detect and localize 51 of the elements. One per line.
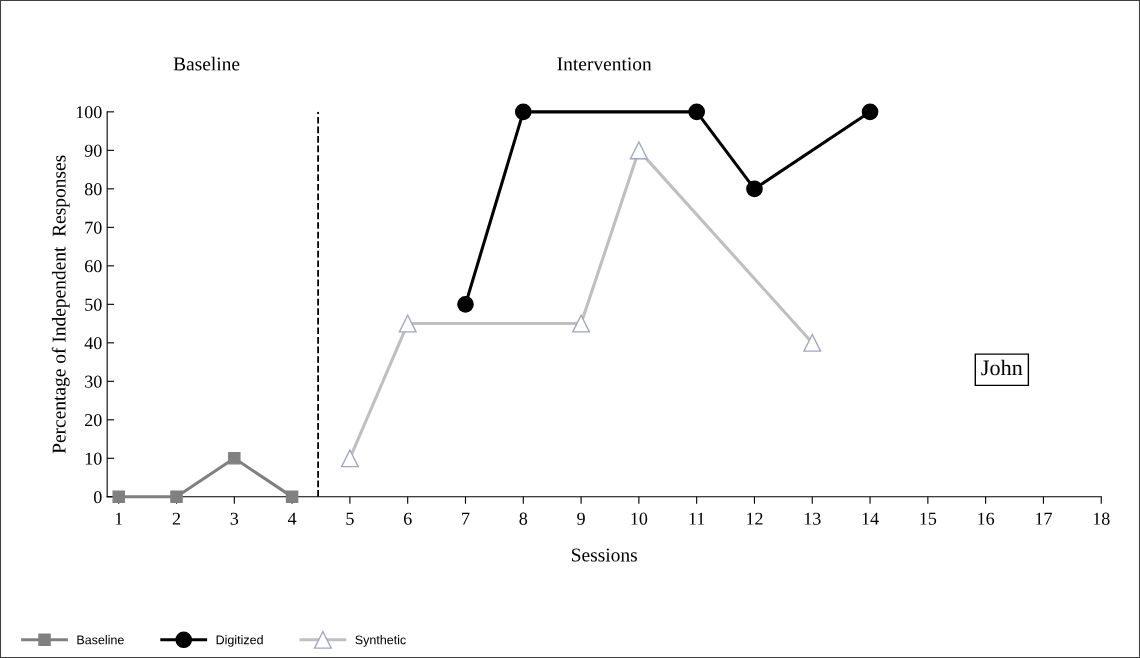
x-tick-label: 4 xyxy=(287,512,297,525)
x-tick-label: 14 xyxy=(862,512,879,525)
legend-label: Digitized xyxy=(216,635,263,647)
x-tick-label: 6 xyxy=(403,512,412,525)
point xyxy=(398,314,417,333)
point xyxy=(457,295,474,313)
x-tick-label: 10 xyxy=(631,512,648,525)
x-tick-label: 1 xyxy=(115,512,123,525)
annotation: John xyxy=(981,359,1023,376)
x-tick-label: 7 xyxy=(462,512,470,525)
point xyxy=(170,490,183,504)
point xyxy=(629,141,648,160)
x-tick-label: 18 xyxy=(1093,512,1110,525)
x-axis-title: Sessions xyxy=(572,548,637,562)
point xyxy=(112,490,125,504)
point xyxy=(572,314,591,333)
point xyxy=(228,452,241,465)
point xyxy=(861,103,879,121)
legend-label: Synthetic xyxy=(355,635,406,647)
legend-label: Baseline xyxy=(77,635,124,645)
y-tick-label: 40 xyxy=(84,337,102,350)
x-tick-label: 12 xyxy=(747,512,763,525)
x-tick-label: 5 xyxy=(346,512,354,525)
x-tick-label: 13 xyxy=(804,512,821,525)
y-tick-label: 80 xyxy=(84,183,102,196)
y-axis-title: Percentage of Independent Responses xyxy=(51,155,70,454)
point xyxy=(746,180,763,198)
y-tick-label: 20 xyxy=(85,414,102,427)
y-tick-label: 60 xyxy=(85,260,102,273)
point xyxy=(285,490,299,504)
y-tick-label: 50 xyxy=(85,298,102,311)
x-tick-label: 15 xyxy=(920,512,937,525)
x-tick-label: 11 xyxy=(689,512,705,525)
text: Baseline xyxy=(173,56,240,71)
point xyxy=(803,333,822,352)
y-tick-label: 100 xyxy=(76,106,102,119)
point xyxy=(340,449,359,468)
x-tick-label: 8 xyxy=(519,512,528,525)
text: Intervention xyxy=(557,57,652,71)
x-tick-label: 2 xyxy=(172,512,181,525)
x-tick-label: 9 xyxy=(577,512,585,525)
y-tick-label: 10 xyxy=(85,452,102,465)
x-tick-label: 17 xyxy=(1036,512,1052,525)
y-tick-label: 0 xyxy=(93,491,102,504)
point xyxy=(688,103,706,121)
y-tick-label: 30 xyxy=(85,375,102,388)
x-tick-label: 3 xyxy=(230,512,239,525)
x-tick-label: 16 xyxy=(978,512,995,525)
point xyxy=(514,103,532,121)
y-tick-label: 70 xyxy=(85,221,102,234)
y-tick-label: 90 xyxy=(84,144,102,157)
